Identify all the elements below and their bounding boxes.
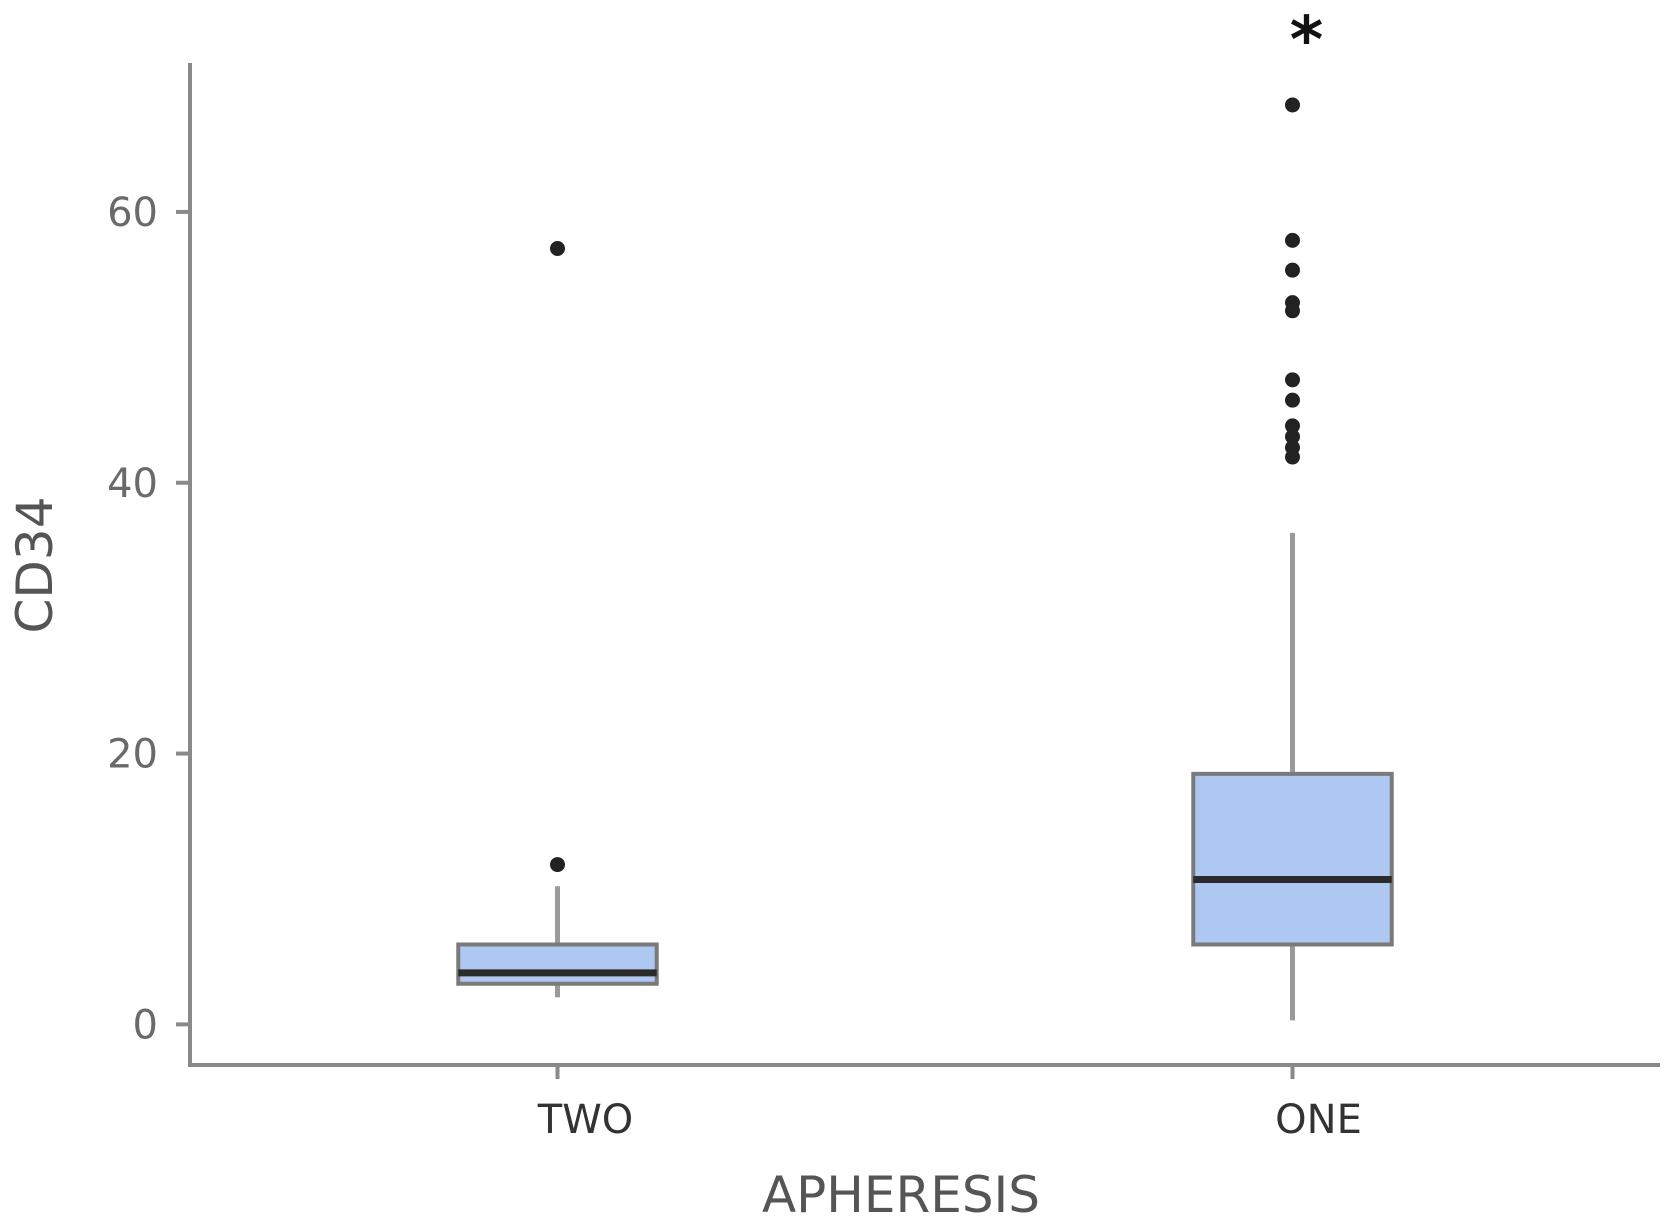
outlier-point	[1285, 440, 1300, 456]
x-ticks: TWO ONE	[537, 1065, 1362, 1143]
axes	[188, 63, 1660, 1067]
x-tick-label: TWO	[537, 1097, 633, 1143]
y-axis-title: CD34	[6, 496, 64, 633]
iqr-box	[456, 942, 659, 986]
outlier-point	[1285, 429, 1300, 445]
y-tick-label: 0	[133, 1002, 158, 1048]
outlier-point	[1285, 97, 1300, 113]
outlier-point	[1285, 418, 1300, 434]
outlier-point	[550, 857, 565, 873]
box-group-two	[456, 241, 659, 998]
significance-marker: *	[1290, 4, 1323, 78]
outlier-point	[1285, 262, 1300, 278]
outlier-point	[1285, 392, 1300, 408]
boxes: *	[456, 4, 1394, 1021]
outlier-point	[1285, 232, 1300, 248]
outlier-point	[1285, 372, 1300, 388]
y-tick-label: 20	[107, 732, 158, 778]
y-tick-label: 60	[107, 190, 158, 236]
x-axis-title: APHERESIS	[762, 1166, 1040, 1219]
outlier-point	[550, 241, 565, 257]
y-ticks: 0 20 40 60	[107, 190, 190, 1048]
y-tick-label: 40	[107, 461, 158, 507]
box-group-one: *	[1191, 4, 1394, 1021]
outlier-point	[1285, 295, 1300, 311]
x-tick-label: ONE	[1275, 1097, 1362, 1143]
iqr-box	[1191, 771, 1394, 947]
